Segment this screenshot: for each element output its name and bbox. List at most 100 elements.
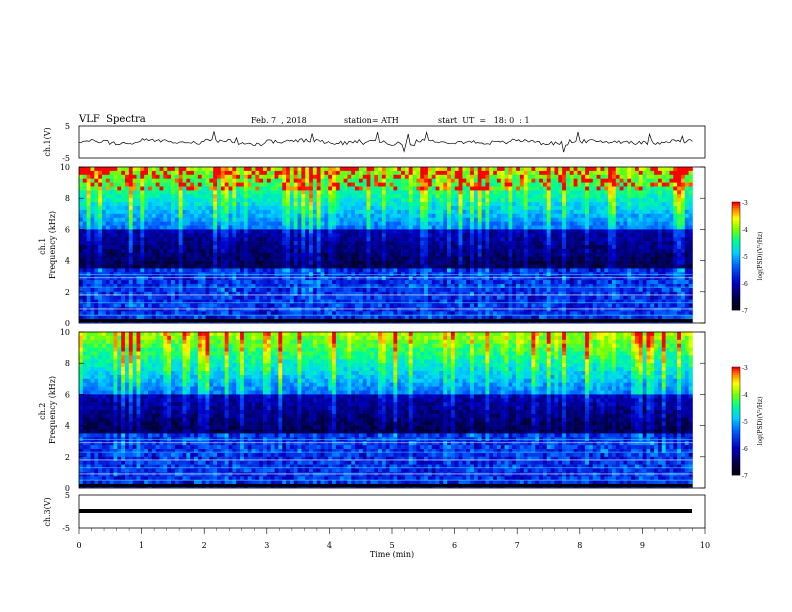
spectrogram-cell <box>450 167 456 172</box>
spectrogram-cell <box>289 299 295 304</box>
spectrogram-cell <box>236 194 241 199</box>
spectrogram-cell <box>316 202 321 207</box>
spectrogram-cell <box>481 167 486 172</box>
spectrogram-cell <box>347 237 352 242</box>
spectrogram-cell <box>316 295 321 300</box>
spectrogram-cell <box>420 287 425 293</box>
spectrogram-cell <box>171 291 176 296</box>
spectrogram-cell <box>121 178 126 183</box>
spectrogram-cell <box>531 186 536 191</box>
spectrogram-cell <box>282 178 287 183</box>
spectrogram-cell <box>136 198 141 203</box>
spectrogram-cell <box>389 260 394 265</box>
spectrogram-cell <box>213 237 218 242</box>
spectrogram-cell <box>439 291 444 296</box>
spectrogram-cell <box>477 237 482 242</box>
spectrogram-cell <box>201 174 206 179</box>
spectrogram-cell <box>109 209 114 215</box>
spectrogram-cell <box>519 307 525 312</box>
spectrogram-cell <box>389 287 394 293</box>
spectrogram-cell <box>140 276 145 281</box>
spectrogram-cell <box>243 295 248 300</box>
spectrogram-cell <box>458 182 463 187</box>
spectrogram-cell <box>289 225 295 230</box>
spectrogram-cell <box>366 256 371 261</box>
spectrogram-cell <box>259 225 264 230</box>
spectrogram-cell <box>286 190 291 195</box>
spectrogram-cell <box>362 268 367 273</box>
spectrogram-cell <box>263 284 268 289</box>
spectrogram-cell <box>324 260 329 265</box>
spectrogram-cell <box>266 241 272 246</box>
spectrogram-cell <box>412 268 417 273</box>
spectrogram-cell <box>489 241 494 246</box>
spectrogram-cell <box>523 233 528 238</box>
spectrogram-cell <box>312 307 318 312</box>
spectrogram-cell <box>412 252 417 257</box>
spectrogram-cell <box>178 237 183 242</box>
spectrogram-cell <box>542 245 548 250</box>
spectrogram-cell <box>217 194 222 199</box>
spectrogram-cell <box>339 303 344 308</box>
spectrogram-cell <box>186 209 191 215</box>
spectrogram-cell <box>155 170 160 176</box>
spectrogram-cell <box>458 315 463 320</box>
spectrogram-cell <box>217 221 222 226</box>
spectrogram-cell <box>190 209 195 215</box>
spectrogram-cell <box>366 237 371 242</box>
spectrogram-cell <box>408 237 413 242</box>
spectrogram-cell <box>362 202 367 207</box>
spectrogram-cell <box>163 202 168 207</box>
spectrogram-cell <box>454 260 459 265</box>
spectrogram-cell <box>263 291 268 296</box>
spectrogram-cell <box>132 233 137 238</box>
spectrogram-cell <box>105 280 110 285</box>
spectrogram-cell <box>171 276 176 281</box>
spectrogram-cell <box>519 252 525 257</box>
spectrogram-cell <box>362 264 367 269</box>
spectrogram-cell <box>316 170 321 176</box>
spectrogram-cell <box>412 291 417 296</box>
spectrogram-cell <box>278 295 283 300</box>
spectrogram-cell <box>404 225 410 230</box>
spectrogram-cell <box>393 264 398 269</box>
spectrogram-cell <box>125 276 130 281</box>
spectrogram-cell <box>378 260 383 265</box>
spectrogram-cell <box>136 206 141 211</box>
spectrogram-cell <box>312 202 318 207</box>
spectrogram-cell <box>431 307 436 312</box>
spectrogram-cell <box>243 194 248 199</box>
spectrogram-cell <box>293 178 298 183</box>
spectrogram-cell <box>531 182 536 187</box>
spectrogram-cell <box>94 295 99 300</box>
spectrogram-cell <box>435 264 440 269</box>
spectrogram-cell <box>550 186 555 191</box>
spectrogram-cell <box>351 233 356 238</box>
spectrogram-cell <box>516 252 521 257</box>
spectrogram-cell <box>512 202 517 207</box>
spectrogram-cell <box>516 167 521 172</box>
spectrogram-cell <box>389 284 394 289</box>
spectrogram-cell <box>550 237 555 242</box>
spectrogram-cell <box>194 202 199 207</box>
spectrogram-cell <box>496 280 502 285</box>
spectrogram-cell <box>251 194 256 199</box>
spectrogram-cell <box>427 202 433 207</box>
spectrogram-cell <box>527 174 532 179</box>
spectrogram-cell <box>366 260 371 265</box>
spectrogram-cell <box>362 233 367 238</box>
spectrogram-cell <box>243 299 248 304</box>
spectrogram-cell <box>489 280 494 285</box>
spectrogram-cell <box>113 299 118 304</box>
spectrogram-cell <box>213 206 218 211</box>
spectrogram-cell <box>151 280 156 285</box>
spectrogram-cell <box>554 217 559 222</box>
spectrogram-cell <box>370 233 375 238</box>
spectrogram-cell <box>362 229 367 234</box>
spectrogram-cell <box>473 217 479 222</box>
spectrogram-cell <box>485 209 490 215</box>
spectrogram-cell <box>332 264 337 269</box>
spectrogram-cell <box>243 198 248 203</box>
spectrogram-cell <box>458 209 463 215</box>
spectrogram-cell <box>450 170 456 176</box>
